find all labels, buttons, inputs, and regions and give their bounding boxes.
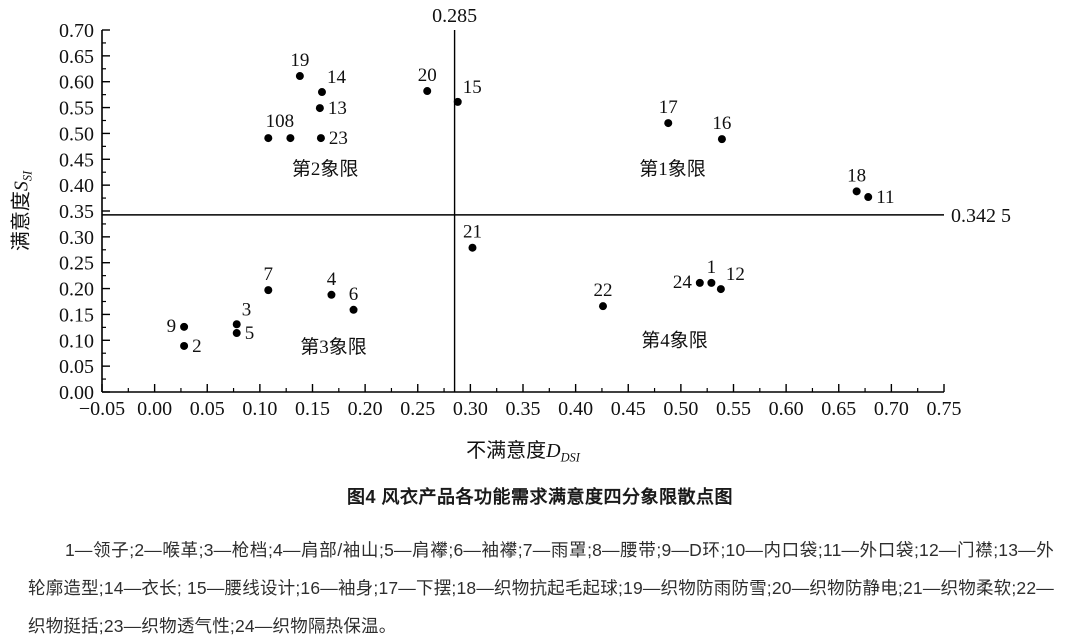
data-point-label: 3 [242, 299, 252, 320]
x-tick-label: 0.05 [190, 398, 225, 420]
data-point [286, 134, 295, 143]
data-point-label: 14 [327, 67, 347, 88]
x-axis-title: 不满意度DDSI [102, 434, 944, 465]
data-point [852, 187, 861, 196]
data-point [180, 322, 189, 331]
x-axis-title-text: 不满意度 [466, 440, 547, 462]
horizontal-reference-label: 0.342 5 [951, 205, 1011, 227]
x-tick-label: 0.30 [453, 398, 488, 420]
data-point [349, 305, 358, 314]
data-point [327, 290, 336, 299]
y-tick-label: 0.45 [59, 149, 94, 171]
y-tick-label: 0.65 [59, 46, 94, 68]
y-tick-label: 0.35 [59, 201, 94, 223]
data-point-label: 9 [167, 316, 177, 337]
data-point-label: 17 [659, 97, 678, 118]
data-point-label: 21 [463, 222, 482, 243]
y-axis-subscript: SI [20, 170, 35, 182]
data-point [716, 285, 725, 294]
x-tick-label: 0.55 [716, 398, 751, 420]
x-tick-label: 0.20 [348, 398, 383, 420]
data-point [232, 329, 241, 338]
x-tick-label: 0.10 [242, 398, 277, 420]
x-axis-variable: D [546, 440, 561, 462]
data-point [717, 135, 726, 144]
y-tick-label: 0.55 [59, 98, 94, 120]
x-tick-label: 0.15 [295, 398, 330, 420]
x-tick-label: −0.05 [79, 398, 125, 420]
data-point-label: 23 [329, 128, 348, 149]
y-tick-label: 0.30 [59, 227, 94, 249]
y-axis-variable: S [10, 181, 33, 192]
y-tick-label: 0.00 [59, 382, 94, 404]
x-tick-label: 0.65 [821, 398, 856, 420]
data-point-label: 22 [593, 280, 612, 301]
x-tick-label: 0.35 [506, 398, 541, 420]
x-tick-label: 0.75 [927, 398, 962, 420]
x-axis-subscript: DSI [560, 450, 580, 465]
data-point [316, 134, 325, 143]
quadrant-label: 第4象限 [641, 329, 708, 351]
data-point-label: 4 [327, 269, 337, 290]
quadrant-label: 第3象限 [300, 336, 367, 358]
data-point [468, 243, 477, 252]
y-tick-label: 0.15 [59, 304, 94, 326]
y-tick-label: 0.50 [59, 123, 94, 145]
data-point-label: 24 [673, 272, 693, 293]
y-tick-label: 0.70 [59, 20, 94, 42]
vertical-reference-label: 0.285 [432, 5, 477, 27]
data-point-label: 15 [463, 77, 482, 98]
y-axis-title: 满意度SSI [4, 171, 35, 251]
y-tick-label: 0.10 [59, 330, 94, 352]
data-point-label: 20 [418, 65, 437, 86]
x-tick-label: 0.25 [400, 398, 435, 420]
y-axis-title-text: 满意度 [10, 191, 33, 252]
data-point [180, 341, 189, 350]
data-point [423, 87, 432, 96]
data-point-label: 13 [328, 98, 347, 119]
combined-point-label: 108 [266, 111, 295, 132]
data-point [664, 119, 673, 128]
x-tick-label: 0.00 [137, 398, 172, 420]
quadrant-label: 第2象限 [292, 158, 359, 180]
data-point-label: 18 [847, 165, 866, 186]
y-tick-label: 0.20 [59, 279, 94, 301]
x-tick-label: 0.40 [558, 398, 593, 420]
data-point-label: 16 [712, 113, 731, 134]
y-tick-label: 0.40 [59, 175, 94, 197]
data-point [232, 320, 241, 329]
scatter-chart: −0.05 0.00 0.05 0.10 0.15 0.20 0.25 0.30 0.35 0.4… [59, 5, 1011, 420]
data-point [864, 193, 873, 202]
data-point [453, 97, 462, 106]
data-point-label: 12 [726, 264, 745, 285]
data-point [264, 286, 273, 295]
x-tick-label: 0.60 [769, 398, 804, 420]
figure-footnote: 1—领子;2—喉革;3—枪档;4—肩部/袖山;5—肩襻;6—袖襻;7—雨罩;8—… [28, 540, 1054, 636]
y-tick-label: 0.05 [59, 356, 94, 378]
data-point-label: 11 [876, 187, 894, 208]
data-point [295, 72, 304, 81]
quadrant-label: 第1象限 [639, 158, 706, 180]
data-point-label: 7 [264, 264, 274, 285]
data-point [598, 302, 607, 311]
data-point [707, 278, 716, 287]
y-tick-label: 0.60 [59, 72, 94, 94]
data-point-label: 1 [707, 257, 717, 278]
data-point [317, 88, 326, 97]
data-point-label: 6 [349, 284, 359, 305]
data-point-label: 19 [290, 50, 309, 71]
figure-caption: 图4 风衣产品各功能需求满意度四分象限散点图 [346, 487, 733, 507]
x-tick-label: 0.70 [874, 398, 909, 420]
data-point [315, 104, 324, 113]
x-tick-label: 0.50 [663, 398, 698, 420]
data-point [264, 134, 273, 143]
x-tick-label: 0.45 [611, 398, 646, 420]
data-point [695, 278, 704, 287]
data-point-label: 2 [192, 336, 202, 357]
data-point-label: 5 [245, 323, 255, 344]
y-tick-label: 0.25 [59, 253, 94, 275]
